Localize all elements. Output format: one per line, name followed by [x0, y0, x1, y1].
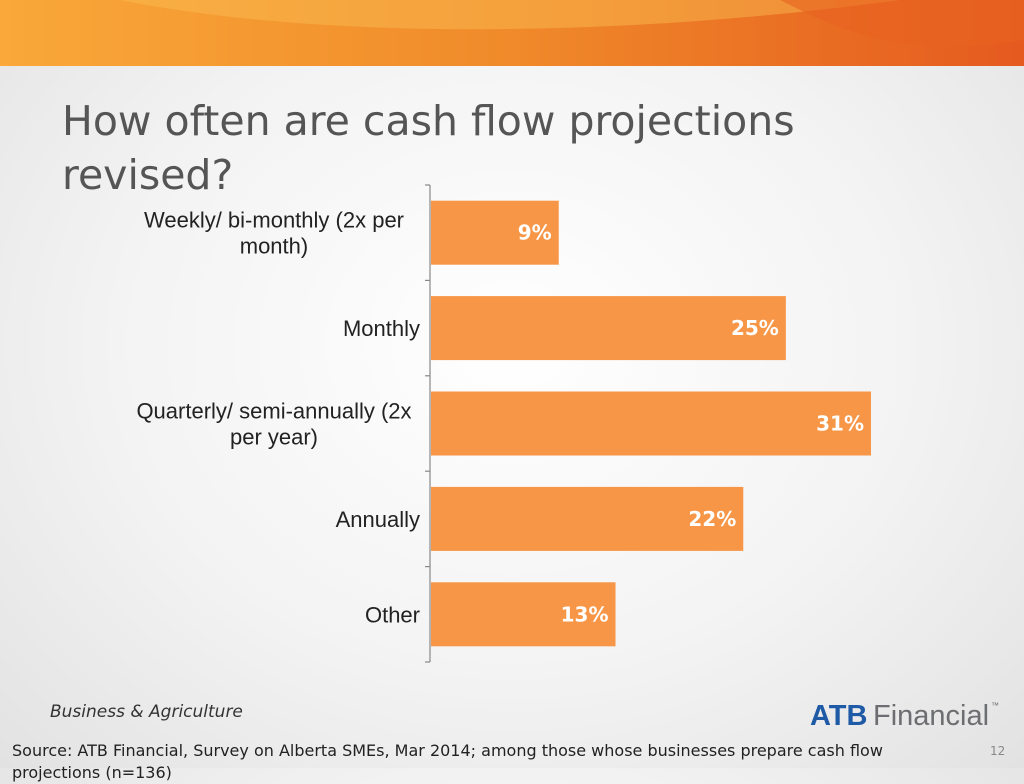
svg-text:™: ™ — [991, 701, 999, 710]
svg-text:Financial: Financial — [873, 700, 989, 732]
category-label: Annually — [336, 507, 420, 532]
data-label: 13% — [561, 602, 609, 626]
page-number: 12 — [990, 744, 1006, 758]
header-banner — [0, 0, 1024, 66]
svg-text:ATB: ATB — [810, 700, 867, 732]
category-label: Quarterly/ semi-annually (2x per year) — [136, 399, 411, 450]
bar-series — [431, 200, 871, 647]
bar — [431, 582, 616, 647]
y-axis-ticks — [425, 184, 430, 663]
bar — [431, 200, 559, 265]
bar — [431, 486, 744, 551]
category-labels: Weekly/ bi-monthly (2x per month) Monthly Q… — [136, 208, 420, 628]
bar-chart: Weekly/ bi-monthly (2x per month) Monthly Q… — [136, 184, 871, 663]
category-label: Weekly/ bi-monthly (2x per month) — [144, 208, 404, 259]
bar — [431, 391, 871, 456]
bar — [431, 296, 786, 361]
division-label: Business & Agriculture — [50, 702, 243, 722]
atb-financial-logo: ATB Financial ™ — [810, 700, 999, 732]
data-label: 9% — [518, 221, 552, 245]
data-label: 31% — [816, 412, 864, 436]
source-footnote: Source: ATB Financial, Survey on Alberta… — [12, 741, 883, 782]
page-title: How often are cash flow projections revi… — [62, 97, 795, 199]
data-label: 25% — [731, 316, 779, 340]
category-label: Monthly — [343, 316, 420, 341]
data-labels: 9% 25% 31% 22% 13% — [518, 221, 864, 627]
category-label: Other — [365, 602, 420, 627]
data-label: 22% — [688, 507, 736, 531]
